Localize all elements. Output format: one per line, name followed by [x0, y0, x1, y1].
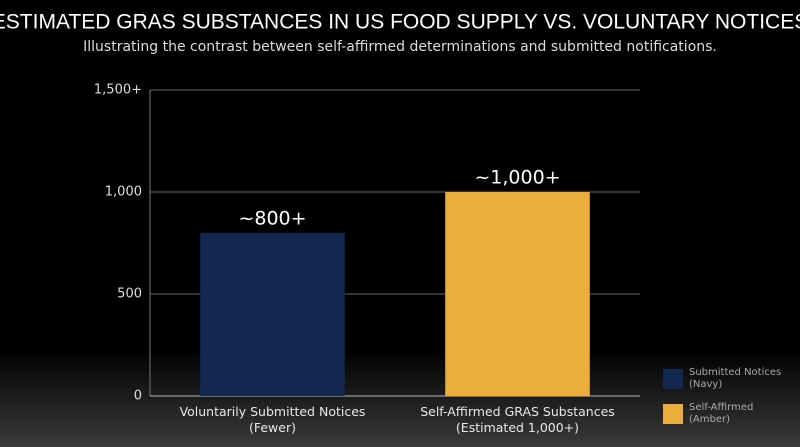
legend-label: Self-Affirmed (Amber): [689, 402, 754, 425]
y-tick-label: 1,500+: [94, 83, 142, 98]
y-tick-label: 500: [117, 287, 142, 302]
chart-title: ESTIMATED GRAS SUBSTANCES IN US FOOD SUP…: [0, 11, 800, 34]
legend-label: Submitted Notices (Navy): [689, 367, 782, 390]
bar: [445, 192, 590, 396]
y-tick-label: 1,000: [105, 185, 142, 200]
value-label: ~1,000+: [474, 167, 560, 189]
bar: [200, 232, 345, 396]
x-tick-label: Self-Affirmed GRAS Substances (Estimated…: [420, 404, 615, 435]
legend-swatch: [663, 369, 683, 389]
x-tick-label: Voluntarily Submitted Notices (Fewer): [179, 404, 366, 435]
value-label: ~800+: [238, 207, 306, 229]
y-tick-label: 0: [134, 389, 142, 404]
chart-subtitle: Illustrating the contrast between self-a…: [83, 39, 717, 55]
legend-swatch: [663, 404, 683, 424]
